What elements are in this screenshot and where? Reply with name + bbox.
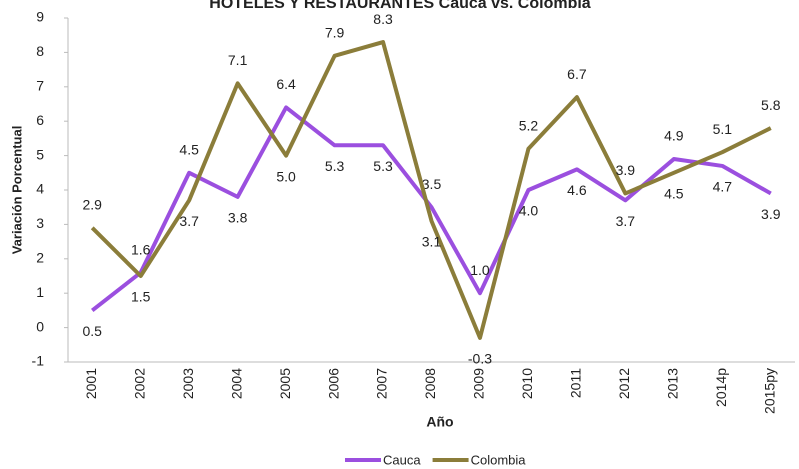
data-label: 5.3 bbox=[373, 158, 393, 174]
chart-title: HOTELES Y RESTAURANTES Cauca vs. Colombi… bbox=[209, 0, 591, 12]
y-tick-label: 6 bbox=[36, 112, 44, 128]
data-label: 3.8 bbox=[228, 210, 248, 226]
data-label: 6.4 bbox=[276, 76, 296, 92]
data-label: 5.1 bbox=[713, 121, 733, 137]
data-label: 7.1 bbox=[228, 52, 248, 68]
x-tick-label: 2014p bbox=[713, 368, 729, 407]
x-tick-label: 2009 bbox=[471, 368, 487, 399]
data-label: 4.7 bbox=[713, 179, 733, 195]
data-label: 0.5 bbox=[82, 323, 102, 339]
x-tick-label: 2007 bbox=[374, 368, 390, 399]
x-tick-label: 2010 bbox=[519, 368, 535, 399]
data-label: 3.1 bbox=[422, 234, 442, 250]
data-label: 4.5 bbox=[179, 142, 199, 158]
data-label: 5.2 bbox=[519, 117, 539, 133]
x-tick-label: 2003 bbox=[180, 368, 196, 399]
data-label: 5.8 bbox=[761, 97, 781, 113]
y-tick-label: 3 bbox=[36, 215, 44, 231]
x-tick-label: 2008 bbox=[422, 368, 438, 399]
x-tick-label: 2015py bbox=[761, 368, 777, 414]
y-tick-label: 8 bbox=[36, 43, 44, 59]
data-label: 1.0 bbox=[470, 262, 490, 278]
data-label: 5.0 bbox=[276, 168, 296, 184]
data-label: 7.9 bbox=[325, 25, 345, 41]
y-tick-label: 9 bbox=[36, 9, 44, 25]
y-tick-label: 2 bbox=[36, 250, 44, 266]
data-label: 3.5 bbox=[422, 176, 442, 192]
data-label: 4.6 bbox=[567, 182, 587, 198]
series-line bbox=[91, 105, 772, 312]
y-tick-label: 1 bbox=[36, 284, 44, 300]
data-label: 4.5 bbox=[664, 186, 684, 202]
data-label: -0.3 bbox=[468, 351, 492, 367]
series-line bbox=[90, 40, 772, 340]
data-label: 4.0 bbox=[519, 203, 539, 219]
data-label: 3.7 bbox=[616, 213, 636, 229]
y-tick-label: 5 bbox=[36, 146, 44, 162]
data-label: 3.9 bbox=[616, 162, 636, 178]
data-label: 6.7 bbox=[567, 66, 587, 82]
data-label: 5.3 bbox=[325, 158, 345, 174]
data-label: 1.6 bbox=[131, 241, 151, 257]
x-tick-label: 2004 bbox=[228, 368, 244, 399]
data-label: 3.9 bbox=[761, 206, 781, 222]
y-axis-title: Variación Porcentual bbox=[9, 126, 24, 255]
x-tick-label: 2002 bbox=[131, 368, 147, 399]
data-label: 3.7 bbox=[179, 213, 199, 229]
x-tick-label: 2011 bbox=[568, 368, 584, 398]
x-axis-title: Año bbox=[426, 414, 453, 430]
y-tick-label: 4 bbox=[36, 181, 44, 197]
x-tick-label: 2012 bbox=[616, 368, 632, 399]
y-tick-label: 0 bbox=[36, 318, 44, 334]
data-label: 4.9 bbox=[664, 128, 684, 144]
x-tick-label: 2006 bbox=[325, 368, 341, 399]
y-tick-label: -1 bbox=[32, 353, 45, 369]
data-label: 8.3 bbox=[373, 11, 393, 27]
x-tick-label: 2005 bbox=[277, 368, 293, 399]
x-tick-label: 2013 bbox=[665, 368, 681, 399]
legend-label: Cauca bbox=[383, 452, 421, 467]
data-label: 2.9 bbox=[82, 197, 102, 213]
y-tick-label: 7 bbox=[36, 78, 44, 94]
data-label: 1.5 bbox=[131, 289, 151, 305]
legend-label: Colombia bbox=[471, 452, 527, 467]
x-tick-label: 2001 bbox=[83, 368, 99, 399]
